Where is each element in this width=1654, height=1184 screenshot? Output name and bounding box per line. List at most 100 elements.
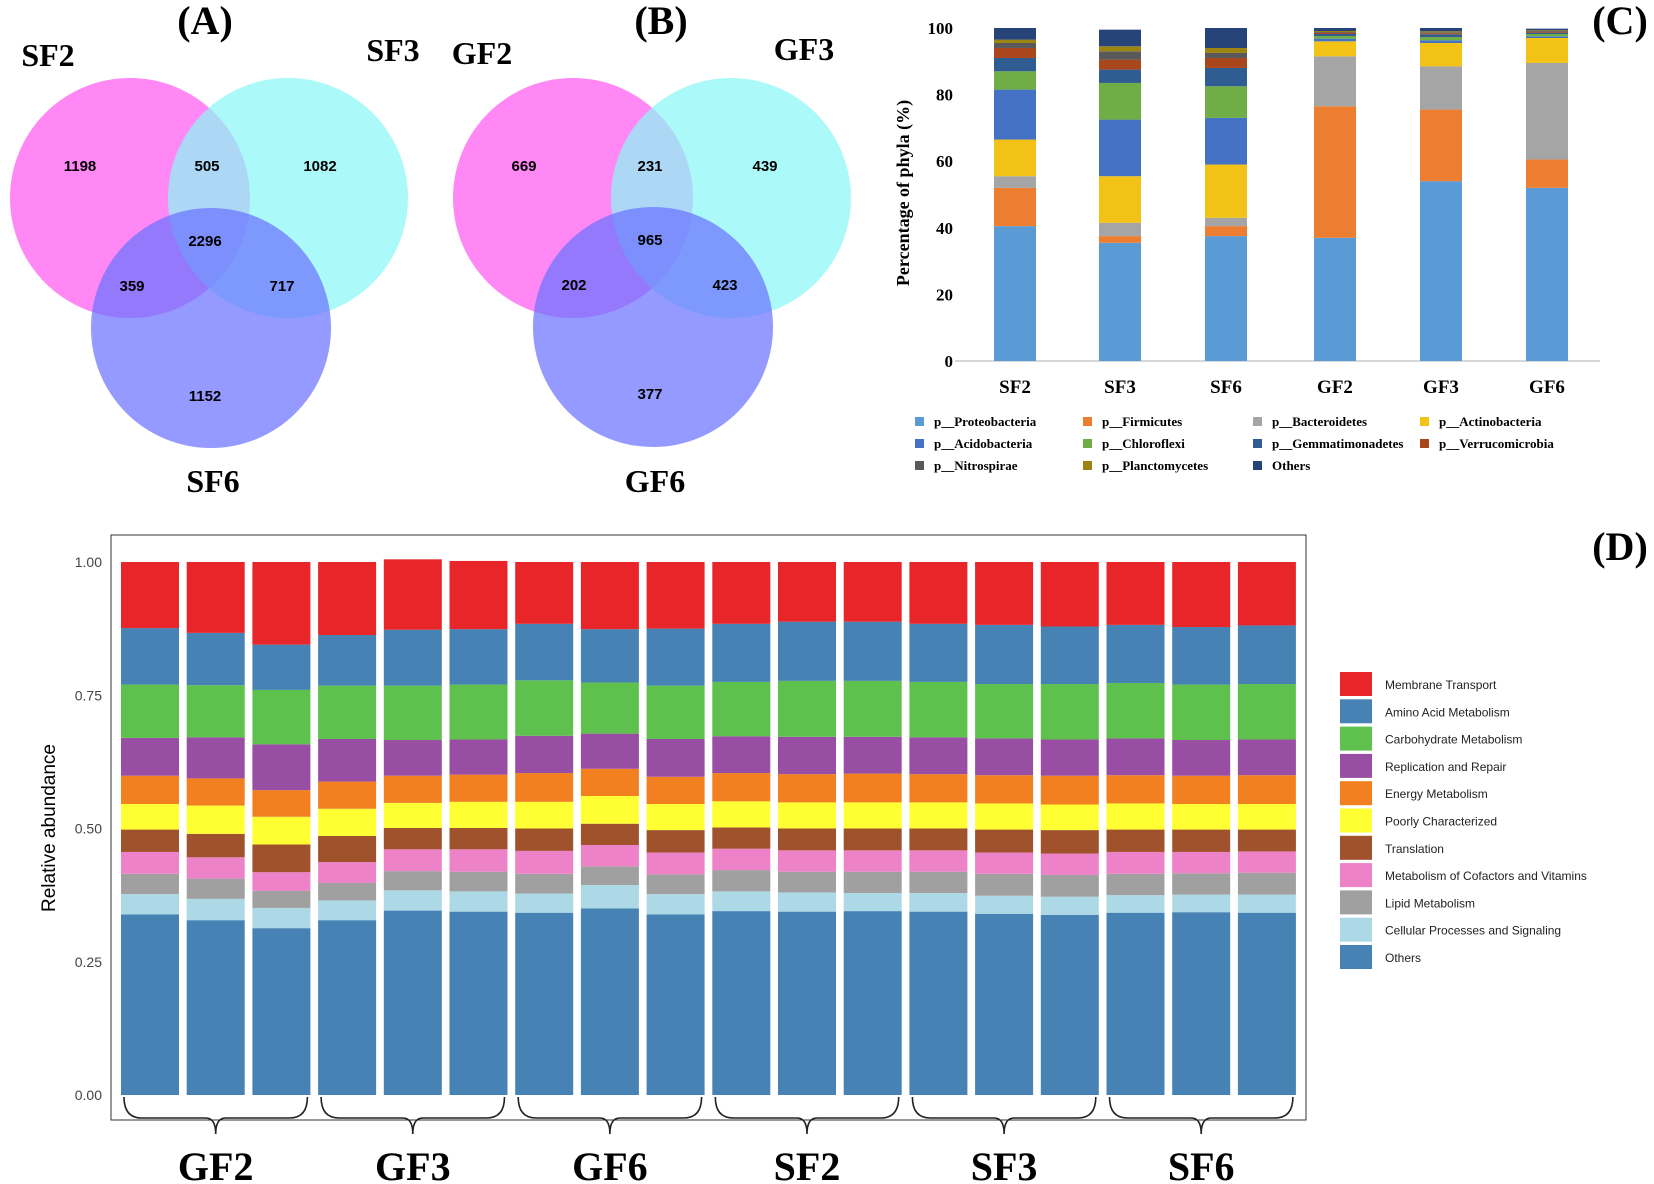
phyla-bar-sf6-p-verrucomicrobia <box>1205 57 1247 68</box>
function-bar-7-replication-and-repair <box>515 735 574 774</box>
function-bar-2-carbohydrate-metabolism <box>186 685 245 738</box>
phyla-x-tick-gf3: GF3 <box>1423 377 1459 398</box>
phyla-bar-sf6-p-gemmatimonadetes <box>1205 67 1247 87</box>
phyla-y-tick-20: 20 <box>936 285 953 304</box>
venn-a-set1-label: SF2 <box>21 37 74 73</box>
phyla-x-tick-gf6: GF6 <box>1529 377 1565 398</box>
function-bar-16-others <box>1106 912 1165 1095</box>
function-bar-5-replication-and-repair <box>383 740 442 776</box>
phyla-bar-gf6-others <box>1526 28 1568 31</box>
function-bar-11-lipid-metabolism <box>778 871 836 893</box>
venn-b-set1-label: GF2 <box>452 35 512 71</box>
function-group-label-gf6: GF6 <box>572 1144 648 1184</box>
venn-a-circle-sf6 <box>91 208 331 448</box>
function-bar-8-translation <box>580 823 639 846</box>
function-bar-9-lipid-metabolism <box>646 874 705 895</box>
function-bar-12-poorly-characterized <box>843 802 902 829</box>
function-bar-10-others <box>712 911 771 1095</box>
function-bar-12-carbohydrate-metabolism <box>843 680 902 737</box>
phyla-bar-gf2-p-acidobacteria <box>1314 38 1356 42</box>
phyla-y-tick-60: 60 <box>936 152 953 171</box>
function-bar-17-metabolism-of-cofactors-and-vitamins <box>1172 851 1231 874</box>
panel-b-label: (B) <box>634 0 687 43</box>
function-bar-13-membrane-transport <box>909 562 968 624</box>
phyla-legend-swatch-p-acidobacteria <box>915 439 924 448</box>
function-bar-16-cellular-processes-and-signaling <box>1106 895 1165 913</box>
function-bar-5-metabolism-of-cofactors-and-vitamins <box>383 849 442 872</box>
function-bar-18-poorly-characterized <box>1237 803 1296 830</box>
phyla-bar-gf3-p-gemmatimonadetes <box>1420 34 1462 37</box>
function-bar-4-translation <box>318 835 377 863</box>
function-bar-12-lipid-metabolism <box>843 871 902 893</box>
phyla-bar-sf2-p-verrucomicrobia <box>994 47 1036 58</box>
function-bar-10-poorly-characterized <box>712 801 771 828</box>
function-bar-17-amino-acid-metabolism <box>1172 627 1231 685</box>
function-y-tick-0.75: 0.75 <box>75 687 102 703</box>
function-bar-16-poorly-characterized <box>1106 803 1165 830</box>
function-bar-15-amino-acid-metabolism <box>1040 626 1099 685</box>
phyla-bar-gf2-p-planctomycetes <box>1314 30 1356 32</box>
function-bar-13-lipid-metabolism <box>909 871 968 893</box>
function-bar-17-replication-and-repair <box>1172 740 1231 776</box>
function-bar-4-energy-metabolism <box>318 781 377 809</box>
function-legend-swatch-others <box>1340 945 1372 969</box>
phyla-bar-sf3-p-firmicutes <box>1099 236 1141 243</box>
function-bar-2-poorly-characterized <box>186 805 245 834</box>
function-bar-10-carbohydrate-metabolism <box>712 681 771 737</box>
function-bar-4-others <box>318 920 377 1095</box>
function-bar-10-metabolism-of-cofactors-and-vitamins <box>712 848 771 871</box>
phyla-bar-sf2-p-chloroflexi <box>994 71 1036 90</box>
function-bar-15-translation <box>1040 830 1099 854</box>
function-legend-swatch-translation <box>1340 835 1372 860</box>
phyla-chart-panel-c: (C) Percentage of phyla (%) 0 20 40 60 80 100… <box>893 0 1648 473</box>
function-bar-17-membrane-transport <box>1172 562 1231 628</box>
function-bar-14-carbohydrate-metabolism <box>975 684 1034 739</box>
function-bar-7-amino-acid-metabolism <box>515 623 574 681</box>
phyla-bar-sf2-p-firmicutes <box>994 187 1036 227</box>
function-bar-14-cellular-processes-and-signaling <box>975 895 1034 914</box>
phyla-x-tick-sf2: SF2 <box>999 377 1031 398</box>
function-bar-14-metabolism-of-cofactors-and-vitamins <box>975 852 1034 874</box>
phyla-bar-gf2-p-gemmatimonadetes <box>1314 33 1356 36</box>
phyla-y-tick-100: 100 <box>928 19 954 38</box>
function-bar-17-poorly-characterized <box>1172 803 1231 830</box>
function-group-brace-sf6 <box>1108 1096 1294 1135</box>
function-bar-1-carbohydrate-metabolism <box>121 684 179 738</box>
phyla-legend-swatch-p-bacteroidetes <box>1253 417 1262 426</box>
function-bar-7-metabolism-of-cofactors-and-vitamins <box>515 850 574 874</box>
panel-a-label: (A) <box>177 0 233 43</box>
phyla-bar-sf6-p-planctomycetes <box>1205 47 1247 53</box>
function-bar-4-lipid-metabolism <box>318 882 377 901</box>
phyla-bar-gf2-p-nitrospirae <box>1314 31 1356 33</box>
phyla-bar-gf6-p-verrucomicrobia <box>1526 31 1568 33</box>
function-group-brace-gf2 <box>123 1096 309 1135</box>
function-bar-8-poorly-characterized <box>580 795 639 824</box>
function-bar-7-cellular-processes-and-signaling <box>515 893 574 913</box>
phyla-y-tick-80: 80 <box>936 86 953 105</box>
function-bar-12-amino-acid-metabolism <box>843 621 902 681</box>
function-bar-3-metabolism-of-cofactors-and-vitamins <box>252 872 311 891</box>
function-bar-5-cellular-processes-and-signaling <box>383 890 442 911</box>
function-bar-10-membrane-transport <box>712 562 771 624</box>
function-bar-7-poorly-characterized <box>515 801 574 829</box>
function-bar-4-replication-and-repair <box>318 738 377 782</box>
venn-a-count-1-3: 359 <box>119 278 144 295</box>
function-bar-2-others <box>186 920 245 1095</box>
function-group-braces: GF2 GF3 GF6 SF2 SF3 SF6 <box>123 1096 1294 1184</box>
function-legend-swatch-carbohydrate-metabolism <box>1340 726 1372 751</box>
function-bar-9-energy-metabolism <box>646 776 705 804</box>
phyla-legend-label-p-gemmatimonadetes: p__Gemmatimonadetes <box>1272 436 1403 451</box>
phyla-bar-sf3-p-bacteroidetes <box>1099 222 1141 237</box>
phyla-bar-sf3-p-nitrospirae <box>1099 51 1141 60</box>
function-y-tick-0.00: 0.00 <box>75 1087 102 1103</box>
phyla-legend-label-p-chloroflexi: p__Chloroflexi <box>1102 436 1185 451</box>
function-bar-15-carbohydrate-metabolism <box>1040 684 1099 740</box>
function-bar-2-translation <box>186 833 245 858</box>
phyla-bar-gf2-p-verrucomicrobia <box>1314 32 1356 34</box>
phyla-bar-sf2-others <box>994 28 1036 40</box>
function-y-tick-labels: 0.00 0.25 0.50 0.75 1.00 <box>75 554 102 1103</box>
function-bar-14-replication-and-repair <box>975 738 1034 776</box>
function-legend-swatch-poorly-characterized <box>1340 808 1372 833</box>
function-bar-14-lipid-metabolism <box>975 873 1034 896</box>
function-bar-5-amino-acid-metabolism <box>383 629 442 686</box>
